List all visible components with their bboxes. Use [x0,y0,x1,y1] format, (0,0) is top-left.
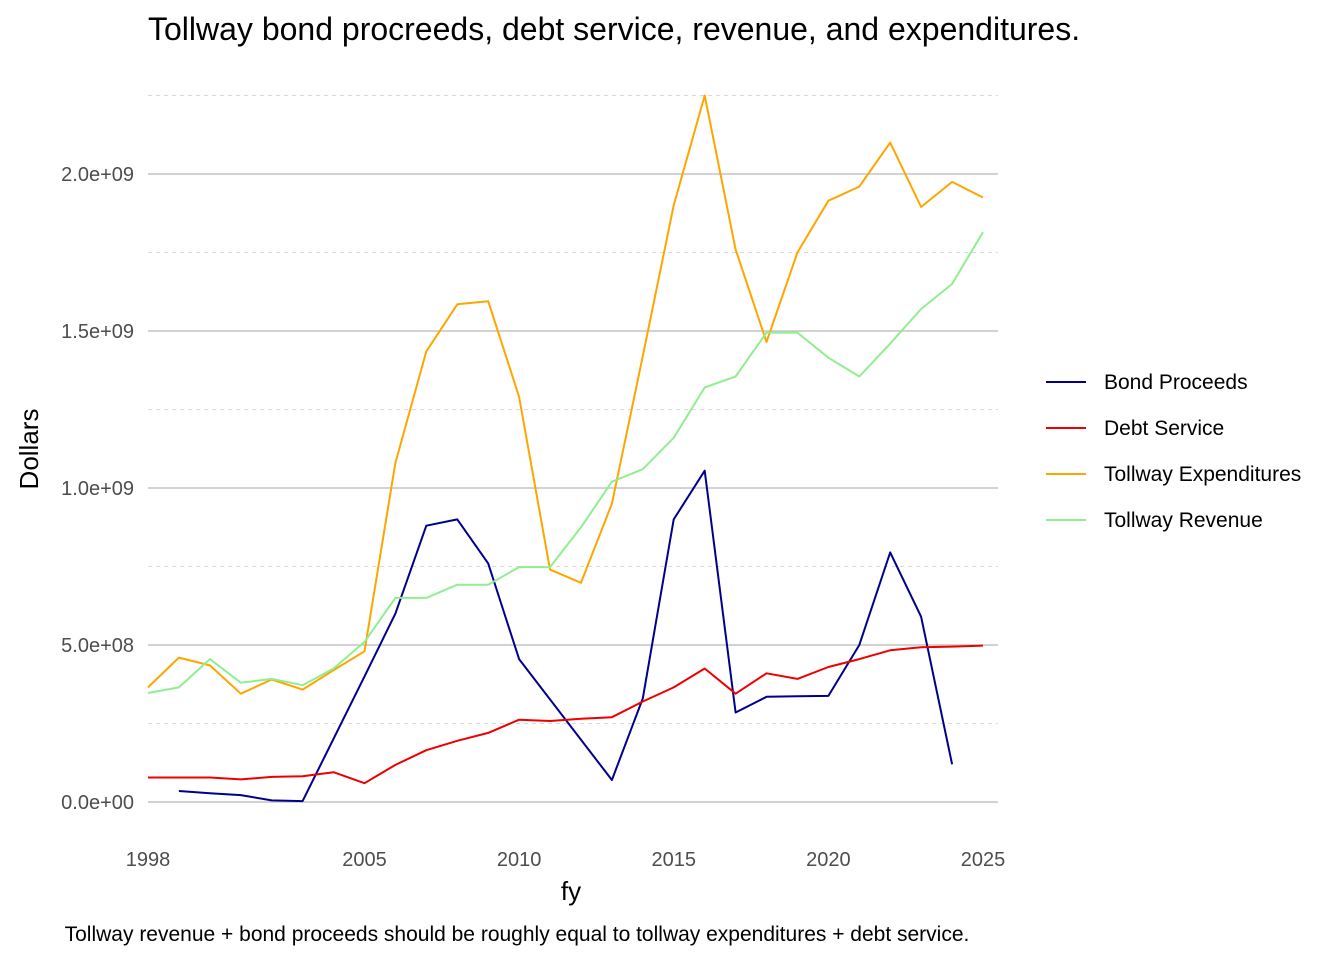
series-lines [147,94,984,803]
y-tick-label: 1.5e+09 [61,321,134,343]
x-axis-title: fy [561,876,581,906]
x-tick-label: 1998 [126,849,171,871]
y-axis-title: Dollars [14,409,44,490]
y-axis-ticks: 0.0e+00 5.0e+08 1.0e+09 1.5e+09 2.0e+09 [61,164,134,814]
x-tick-label: 2020 [806,849,851,871]
series-line-bond-proceeds [178,469,954,803]
legend-label-debt-service: Debt Service [1104,417,1224,440]
y-tick-label: 2.0e+09 [61,164,134,186]
y-tick-label: 5.0e+08 [61,635,134,657]
legend: Bond Proceeds Debt Service Tollway Expendi… [1046,371,1301,532]
y-tick-label: 0.0e+00 [61,792,134,814]
major-gridlines [148,173,998,803]
series-line-debt-service [148,644,984,785]
minor-gridlines [148,95,998,724]
chart-caption: Tollway revenue + bond proceeds should b… [65,923,970,946]
legend-label-tollway-expenditures: Tollway Expenditures [1104,463,1301,486]
series-line-tollway-revenue [147,231,984,694]
x-axis-ticks: 1998 2005 2010 2015 2020 2025 [126,849,1006,871]
chart-title: Tollway bond procreeds, debt service, re… [148,11,1080,47]
legend-label-bond-proceeds: Bond Proceeds [1104,371,1248,394]
x-tick-label: 2010 [497,849,542,871]
series-line-tollway-expenditures [147,94,984,695]
legend-label-tollway-revenue: Tollway Revenue [1104,509,1263,532]
y-tick-label: 1.0e+09 [61,478,134,500]
x-tick-label: 2025 [961,849,1006,871]
x-tick-label: 2005 [342,849,387,871]
x-tick-label: 2015 [651,849,696,871]
